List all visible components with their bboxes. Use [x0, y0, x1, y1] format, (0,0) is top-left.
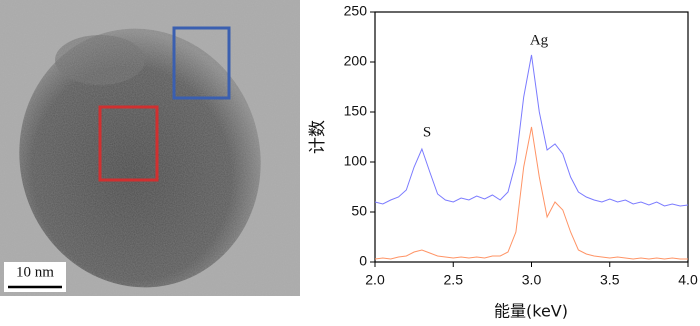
x-tick-label: 2.0 — [365, 272, 385, 288]
y-tick-label: 150 — [344, 103, 368, 119]
x-tick-label: 4.0 — [678, 272, 698, 288]
tem-image: 10 nm — [0, 0, 300, 296]
red-region — [98, 105, 159, 182]
y-tick-label: 50 — [351, 203, 367, 219]
peak-label: Ag — [530, 32, 549, 48]
y-tick-label: 0 — [359, 253, 367, 269]
x-tick-label: 3.0 — [522, 272, 542, 288]
spectrum-line — [374, 126, 688, 260]
y-tick-label: 250 — [344, 3, 368, 19]
spectrum-line — [374, 54, 689, 207]
scale-bar-label: 10 nm — [16, 264, 54, 280]
x-tick-label: 2.5 — [444, 272, 464, 288]
spectrum-chart: 计数 能量(keV) 0 50 100 150 200 250 2.0 2.5 3.0 3.5 4.… — [308, 3, 698, 321]
x-axis-label: 能量(keV) — [494, 302, 568, 321]
y-tick-label: 100 — [344, 153, 368, 169]
y-axis-label: 计数 — [308, 120, 328, 154]
x-tick-label: 3.5 — [600, 272, 620, 288]
y-tick-label: 200 — [344, 53, 368, 69]
blue-region — [172, 26, 231, 100]
peak-label: S — [423, 124, 431, 140]
